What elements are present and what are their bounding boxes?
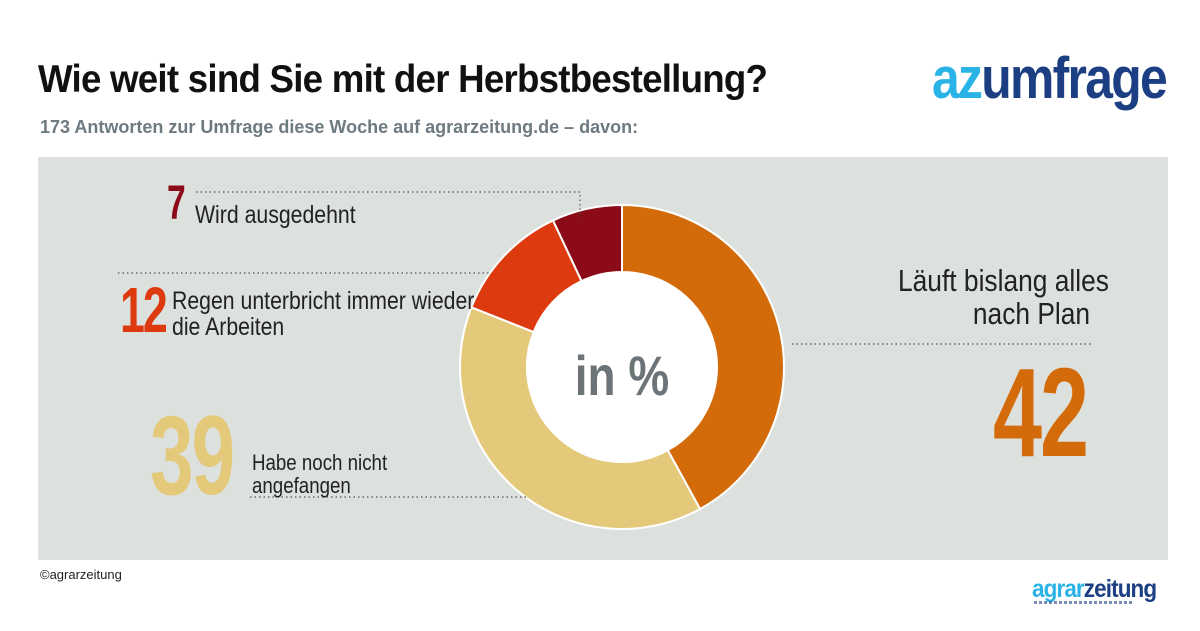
copyright: ©agrarzeitung (40, 567, 122, 582)
label-line: die Arbeiten (172, 313, 285, 342)
donut-slice-42 (621, 203, 785, 511)
agrarzeitung-logo: agrarzeitung (1032, 575, 1157, 603)
label-line: Wird ausgedehnt (195, 201, 356, 229)
label-line: angefangen (252, 473, 351, 499)
chart-title: Wie weit sind Sie mit der Herbstbestellu… (38, 58, 768, 101)
category-label-nach-plan: Läuft bislang alles nach Plan (898, 263, 1109, 331)
value-label-39: 39 (150, 393, 235, 518)
chart-subtitle: 173 Antworten zur Umfrage diese Woche au… (40, 117, 639, 137)
value-label-7: 7 (167, 177, 186, 230)
label-line: Läuft bislang alles (898, 263, 1109, 298)
label-line: Regen unterbricht immer wieder (172, 287, 475, 315)
logo-tagline-mark (1034, 601, 1134, 604)
label-line: nach Plan (972, 295, 1091, 331)
logo-part-agrar: agrar (1032, 575, 1085, 603)
value-label-42: 42 (993, 342, 1089, 483)
brand-part-umfrage: umfrage (981, 46, 1167, 111)
category-label-regen: Regen unterbricht immer wieder die Arbei… (172, 288, 474, 341)
leader-line-7 (196, 191, 581, 218)
category-label-nicht-angefangen: Habe noch nicht angefangen (252, 451, 387, 497)
center-label: in % (575, 345, 669, 407)
value-label-12: 12 (120, 274, 168, 346)
brand-part-az: az (932, 46, 983, 111)
azumfrage-logo: azumfrage (932, 50, 1168, 108)
donut-hole (527, 272, 717, 462)
logo-part-zeitung: zeitung (1083, 575, 1157, 603)
label-line: Habe noch nicht (252, 450, 388, 475)
category-label-wird-ausgedehnt: Wird ausgedehnt (195, 201, 356, 229)
